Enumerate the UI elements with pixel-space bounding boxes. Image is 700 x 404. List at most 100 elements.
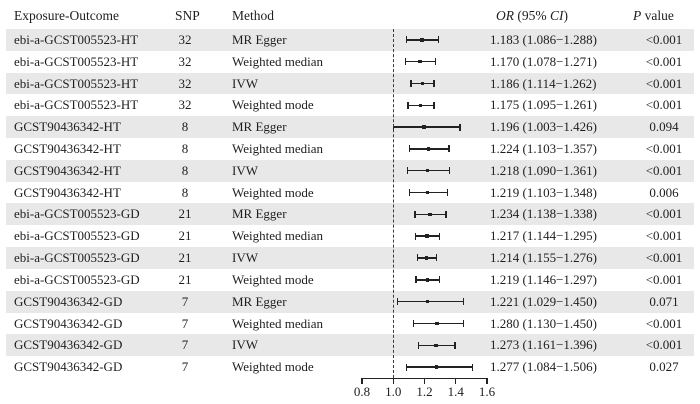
column-header-or-95ci: OR (95% CI) (496, 4, 568, 28)
table-row: GCST90436342-GD 7 IVW 1.273 (1.161−1.396) <0… (6, 334, 694, 357)
column-header-exposure-outcome: Exposure-Outcome (14, 8, 119, 23)
x-axis-tick-label: 0.8 (353, 384, 371, 399)
table-row: ebi-a-GCST005523-HT 32 Weighted median 1.17… (6, 51, 694, 73)
point-estimate-marker (434, 365, 439, 369)
table-row: ebi-a-GCST005523-GD 21 MR Egger 1.234 (1.13… (6, 203, 694, 226)
ci-cap-high (433, 101, 435, 109)
p-value-cell: <0.001 (645, 53, 683, 69)
or-ci-cell: 1.280 (1.130−1.450) (490, 315, 597, 331)
table-row: GCST90436342-HT 8 IVW 1.218 (1.090−1.361) <0… (6, 159, 694, 182)
exposure-outcome-cell: GCST90436342-GD (14, 337, 123, 353)
table-row: ebi-a-GCST005523-GD 21 Weighted median 1.21… (6, 225, 694, 247)
method-cell: Weighted mode (232, 97, 314, 113)
p-value-cell: <0.001 (645, 97, 683, 113)
exposure-outcome-cell: ebi-a-GCST005523-GD (14, 250, 140, 266)
p-value-cell: <0.001 (645, 162, 683, 178)
exposure-outcome-cell: ebi-a-GCST005523-HT (14, 32, 139, 47)
exposure-outcome-cell: GCST90436342-HT (14, 162, 121, 178)
column-header-method: Method (232, 8, 274, 23)
ci-cap-high (446, 189, 449, 197)
ci-cap-high (448, 167, 451, 175)
exposure-outcome-cell: GCST90436342-GD (14, 293, 123, 309)
or-ci-cell: 1.273 (1.161−1.396) (490, 337, 597, 353)
ci-cap-low (397, 298, 399, 306)
ci-cap-low (412, 319, 415, 327)
exposure-outcome-cell: ebi-a-GCST005523-GD (14, 271, 140, 287)
method-cell: IVW (232, 75, 258, 91)
snp-count-cell: 8 (181, 119, 189, 135)
ci-line (397, 300, 464, 303)
or-ci-cell: 1.234 (1.138−1.338) (490, 206, 597, 222)
or-ci-cell: 1.218 (1.090−1.361) (490, 162, 597, 178)
table-row: GCST90436342-GD 7 MR Egger 1.221 (1.029−1.4… (6, 290, 694, 313)
snp-count-cell: 21 (178, 250, 192, 266)
column-header-p-value: P value (633, 4, 674, 28)
ci-cap-high (445, 210, 447, 218)
snp-count-cell: 8 (181, 141, 189, 157)
method-cell: Weighted median (232, 315, 324, 331)
snp-count-cell: 21 (178, 206, 192, 222)
x-axis-tick (361, 378, 363, 384)
point-estimate-marker (425, 169, 429, 173)
snp-count-cell: 21 (178, 228, 192, 244)
table-row: GCST90436342-HT 8 Weighted mode 1.219 (1.10… (6, 182, 694, 204)
p-value-cell: <0.001 (645, 315, 683, 331)
p-value-cell: <0.001 (645, 228, 683, 244)
p-value-cell: <0.001 (645, 337, 683, 353)
ci-cap-low (415, 276, 417, 284)
ci-cap-high (448, 145, 450, 153)
ci-cap-high (434, 58, 437, 66)
ci-cap-low (410, 80, 412, 87)
p-header-part: P (633, 8, 642, 23)
method-cell: Weighted median (232, 228, 324, 244)
ci-line (406, 366, 473, 368)
point-estimate-marker (426, 147, 430, 151)
table-row: GCST90436342-HT 8 Weighted median 1.224 (1.… (6, 138, 694, 160)
point-estimate-marker (428, 212, 432, 217)
point-estimate-marker (418, 103, 423, 108)
or-ci-cell: 1.219 (1.103−1.348) (490, 184, 597, 200)
snp-count-cell: 21 (178, 271, 192, 287)
method-cell: Weighted mode (232, 271, 314, 287)
ci-cap-low (405, 363, 408, 371)
table-row: ebi-a-GCST005523-HT 32 Weighted mode 1.175 … (6, 94, 694, 116)
method-cell: MR Egger (232, 32, 287, 47)
or-ci-cell: 1.224 (1.103−1.357) (490, 141, 597, 157)
ci-cap-high (454, 341, 456, 349)
snp-count-cell: 8 (181, 162, 189, 178)
point-estimate-marker (434, 343, 438, 347)
p-value-cell: 0.027 (649, 359, 679, 375)
point-estimate-marker (425, 234, 429, 238)
ci-cap-low (414, 210, 416, 218)
p-value-cell: 0.006 (649, 184, 679, 200)
snp-count-cell: 32 (178, 97, 192, 113)
exposure-outcome-cell: ebi-a-GCST005523-GD (14, 206, 140, 222)
exposure-outcome-cell: ebi-a-GCST005523-GD (14, 228, 140, 244)
or-ci-cell: 1.214 (1.155−1.276) (490, 250, 597, 266)
p-value-cell: <0.001 (645, 206, 683, 222)
method-cell: Weighted median (232, 141, 324, 157)
method-cell: Weighted mode (232, 359, 314, 375)
or-ci-cell: 1.217 (1.144−1.295) (490, 228, 597, 244)
ci-cap-low (417, 341, 420, 349)
ci-cap-low (393, 123, 395, 131)
point-estimate-marker (425, 190, 430, 195)
exposure-outcome-cell: GCST90436342-GD (14, 359, 123, 375)
p-value-cell: <0.001 (645, 271, 683, 287)
x-axis-tick (392, 378, 394, 384)
snp-count-cell: 8 (181, 184, 189, 200)
ci-cap-high (462, 298, 465, 306)
method-cell: IVW (232, 162, 258, 178)
ci-cap-high (438, 276, 441, 284)
x-axis-tick-label: 1.0 (385, 384, 402, 399)
ci-cap-low (404, 58, 407, 66)
x-axis-tick (423, 378, 426, 384)
method-cell: Weighted median (232, 53, 324, 69)
or-header-part: ) (563, 8, 569, 23)
x-axis-tick-label: 1.2 (416, 384, 433, 399)
exposure-outcome-cell: ebi-a-GCST005523-HT (14, 75, 139, 91)
snp-count-cell: 7 (181, 293, 189, 309)
reference-line-or-1 (392, 29, 394, 378)
point-estimate-marker (420, 38, 424, 42)
exposure-outcome-cell: GCST90436342-HT (14, 119, 121, 135)
